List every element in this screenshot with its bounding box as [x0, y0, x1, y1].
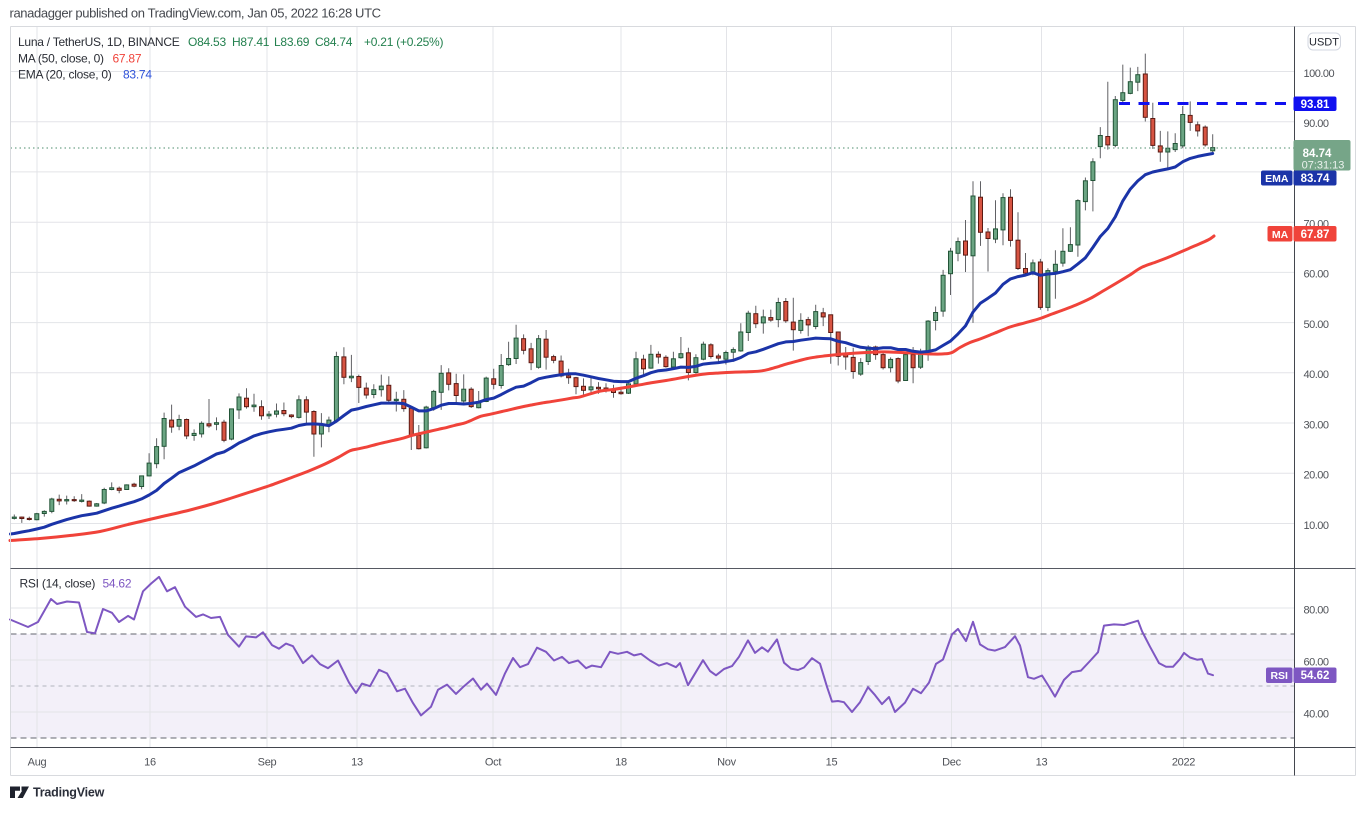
svg-text:90.00: 90.00 — [1304, 118, 1329, 130]
svg-text:40.00: 40.00 — [1304, 708, 1329, 720]
svg-text:Nov: Nov — [717, 757, 736, 769]
svg-text:MA (50, close, 0): MA (50, close, 0) — [18, 51, 104, 65]
svg-text:RSI (14, close): RSI (14, close) — [20, 577, 96, 591]
svg-text:07:31:13: 07:31:13 — [1302, 160, 1345, 172]
svg-text:Dec: Dec — [942, 757, 961, 769]
svg-text:10.00: 10.00 — [1304, 520, 1329, 532]
svg-text:83.74: 83.74 — [123, 68, 152, 82]
svg-text:15: 15 — [826, 757, 838, 769]
svg-text:93.81: 93.81 — [1301, 99, 1330, 111]
svg-text:13: 13 — [351, 757, 363, 769]
svg-text:O84.53: O84.53 — [188, 35, 226, 49]
svg-text:16: 16 — [144, 757, 156, 769]
svg-text:+0.21 (+0.25%): +0.21 (+0.25%) — [364, 35, 443, 49]
svg-text:2022: 2022 — [1172, 757, 1195, 769]
svg-text:84.74: 84.74 — [1303, 148, 1332, 160]
svg-text:C84.74: C84.74 — [315, 35, 353, 49]
svg-text:EMA: EMA — [1265, 173, 1289, 185]
svg-text:Aug: Aug — [28, 757, 47, 769]
svg-text:54.62: 54.62 — [1301, 670, 1330, 682]
svg-text:MA: MA — [1272, 229, 1289, 241]
svg-text:L83.69: L83.69 — [274, 35, 310, 49]
svg-text:80.00: 80.00 — [1304, 604, 1329, 616]
svg-text:ranadagger published on Tradin: ranadagger published on TradingView.com,… — [10, 5, 381, 20]
svg-text:TradingView: TradingView — [33, 786, 105, 800]
svg-text:67.87: 67.87 — [113, 51, 142, 65]
svg-text:83.74: 83.74 — [1301, 173, 1330, 185]
svg-text:USDT: USDT — [1309, 37, 1339, 49]
svg-text:50.00: 50.00 — [1304, 319, 1329, 331]
svg-text:67.87: 67.87 — [1301, 229, 1330, 241]
svg-text:60.00: 60.00 — [1304, 656, 1329, 668]
svg-text:18: 18 — [615, 757, 627, 769]
svg-text:20.00: 20.00 — [1304, 470, 1329, 482]
svg-text:13: 13 — [1036, 757, 1048, 769]
svg-text:RSI: RSI — [1270, 670, 1288, 682]
svg-text:Oct: Oct — [485, 757, 501, 769]
svg-text:Sep: Sep — [258, 757, 277, 769]
svg-text:40.00: 40.00 — [1304, 369, 1329, 381]
svg-text:H87.41: H87.41 — [232, 35, 270, 49]
svg-text:100.00: 100.00 — [1304, 68, 1335, 80]
svg-text:Luna / TetherUS, 1D, BINANCE: Luna / TetherUS, 1D, BINANCE — [18, 35, 180, 49]
svg-text:60.00: 60.00 — [1304, 269, 1329, 281]
svg-text:54.62: 54.62 — [103, 577, 132, 591]
svg-text:EMA (20, close, 0): EMA (20, close, 0) — [18, 68, 112, 82]
svg-text:30.00: 30.00 — [1304, 419, 1329, 431]
